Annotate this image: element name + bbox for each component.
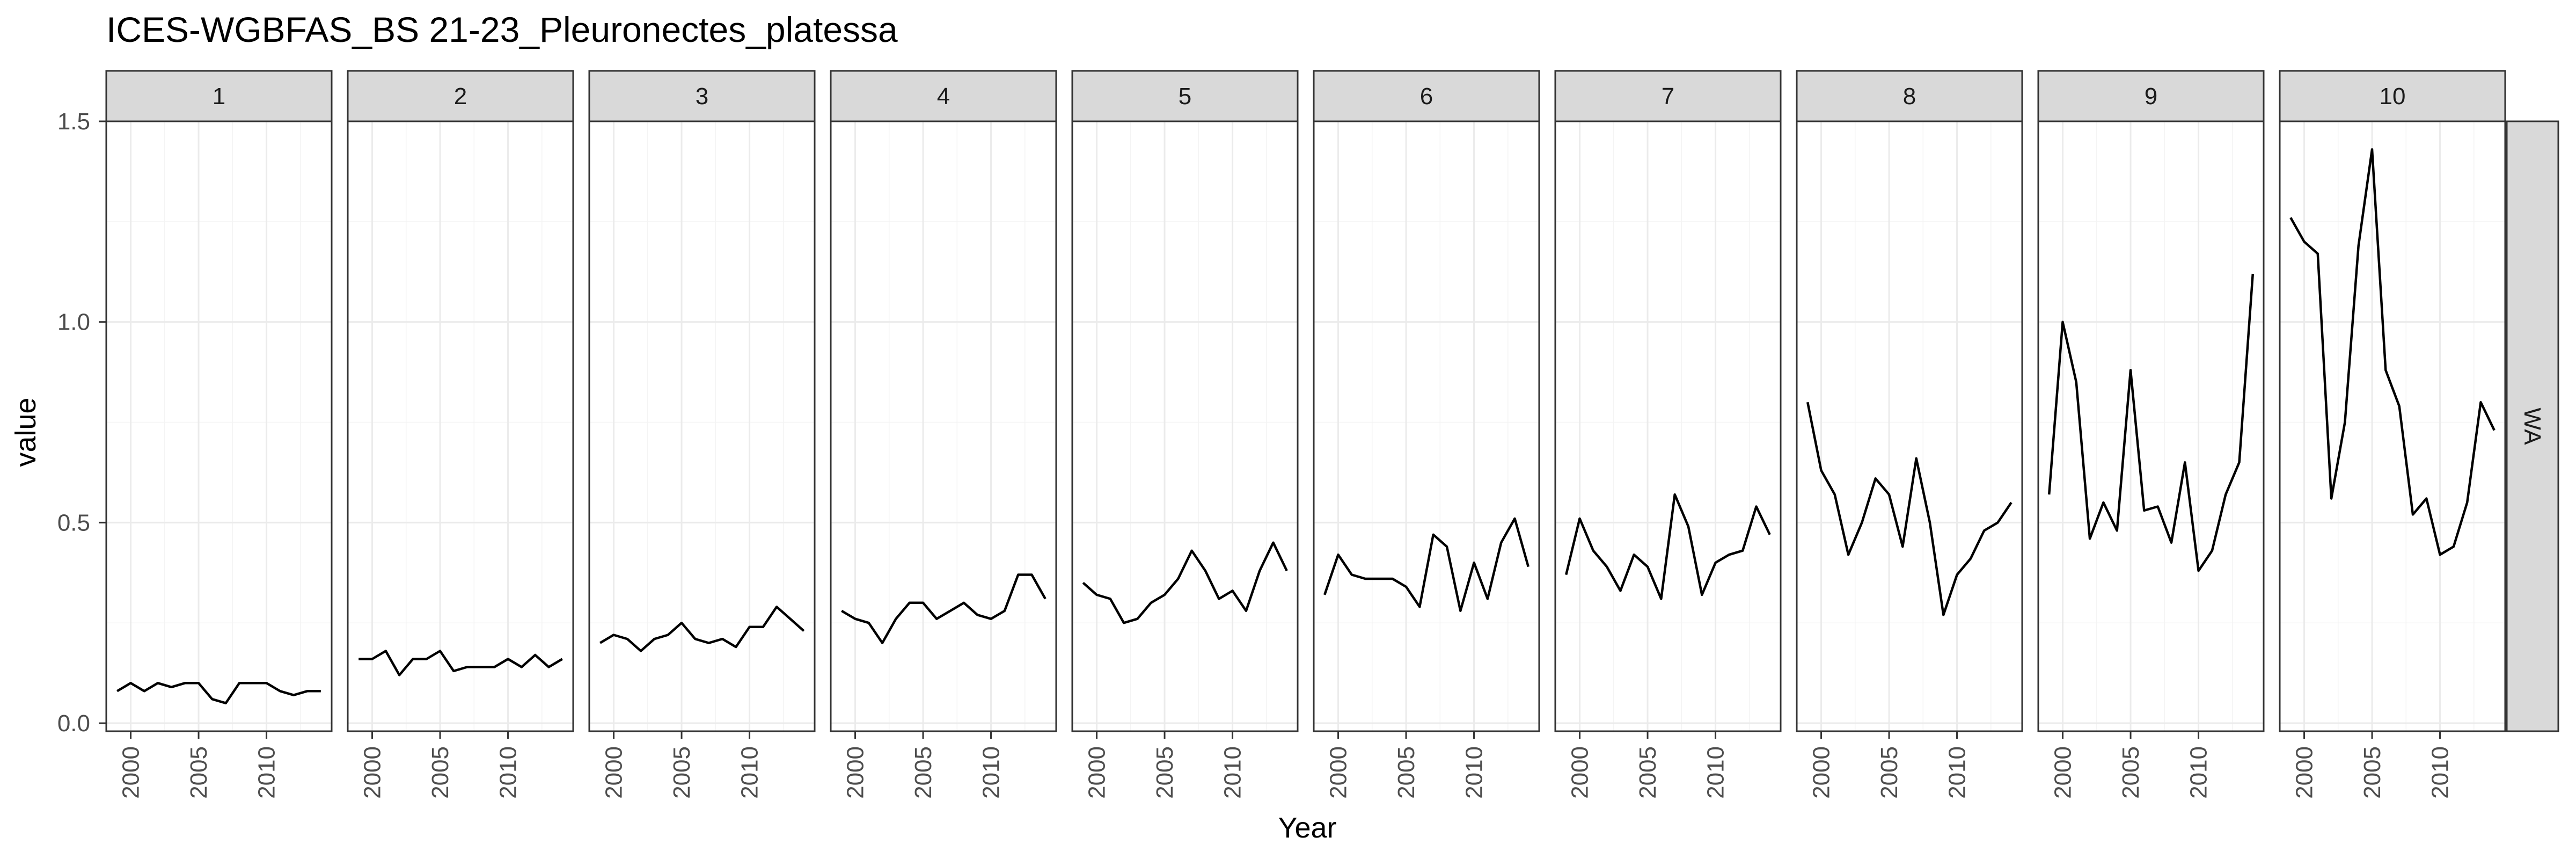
series-line [1323,517,1529,613]
y-tick-label: 0.0 [57,710,90,737]
facet-strip-label: 4 [937,83,950,110]
facet-strip-label: 7 [1662,83,1674,110]
x-tick-label: 2005 [910,746,936,799]
facet-strip [2037,70,2265,122]
facet-panel: 6 2000 2005 2010 [1313,70,1540,799]
x-tick-label: 2010 [978,746,1005,799]
panel-background [1555,121,1781,731]
facet-strip [1796,70,2023,122]
x-tick-label: 2005 [186,746,212,799]
x-tick-label: 2010 [254,746,280,799]
facet-strip [105,70,333,122]
facet-panel: 7 2000 2005 2010 [1554,70,1782,799]
facet-panel: 5 2000 2005 2010 [1071,70,1299,799]
y-tick-labels: 0.0 0.5 1.0 1.5 [57,108,106,737]
chart-title: ICES-WGBFAS_BS 21-23_Pleuronectes_plates… [106,10,898,49]
y-tick-label: 1.5 [57,108,90,135]
series-line [841,573,1046,644]
x-tick-label: 2000 [601,746,627,799]
x-axis-title: Year [1278,812,1336,844]
x-tick-label: 2000 [118,746,144,799]
panel-background [831,121,1056,731]
row-strip: WA [2506,120,2559,732]
x-tick-label: 2010 [2427,746,2454,799]
facet-strip-label: 8 [1903,83,1916,110]
x-tick-label: 2000 [360,746,386,799]
panel-background [589,121,815,731]
panel-background [106,121,332,731]
x-tick-label: 2005 [427,746,453,799]
x-tick-label: 2010 [1461,746,1488,799]
facet-strip-label: 1 [213,83,225,110]
facet-strip [1313,70,1540,122]
facet-panel: 8 2000 2005 2010 [1796,70,2023,799]
x-tick-label: 2005 [2359,746,2385,799]
facet-strip-label: 3 [696,83,708,110]
panel-background [348,121,573,731]
x-tick-label: 2010 [1220,746,1246,799]
x-tick-label: 2000 [2050,746,2076,799]
x-tick-label: 2010 [737,746,763,799]
x-tick-label: 2005 [1876,746,1902,799]
facet-panel: 3 2000 2005 2010 [588,70,816,799]
series-line [358,650,563,676]
facet-panel: 10 2000 2005 2010 [2279,70,2506,799]
x-tick-label: 2005 [669,746,695,799]
x-tick-label: 2000 [843,746,869,799]
row-strip-box [2506,120,2559,732]
x-tick-label: 2010 [1703,746,1729,799]
x-tick-label: 2000 [2292,746,2318,799]
facet-strip-label: 2 [454,83,467,110]
facet-panel: 1 2000 2005 2010 [105,70,333,799]
x-tick-label: 2000 [1567,746,1593,799]
x-tick-label: 2005 [1152,746,1178,799]
series-line [2289,148,2496,556]
series-line [1806,402,2012,616]
y-axis-title: value [10,397,42,467]
facet-strip [588,70,816,122]
panel-background [1797,121,2022,731]
facet-strip-label: 5 [1179,83,1191,110]
y-tick-label: 1.0 [57,309,90,336]
facet-strip-label: 6 [1420,83,1433,110]
row-strip-label: WA [2519,407,2545,445]
x-tick-label: 2010 [1944,746,1971,799]
facet-strip [347,70,574,122]
series-line [599,606,805,652]
series-line [116,682,321,704]
facet-strip [830,70,1057,122]
x-tick-label: 2005 [2118,746,2144,799]
facet-strip [2279,70,2506,122]
x-tick-label: 2000 [1809,746,1835,799]
y-tick-label: 0.5 [57,509,90,536]
series-line [1565,493,1771,600]
facet-panel: 4 2000 2005 2010 [830,70,1057,799]
x-tick-label: 2000 [1326,746,1352,799]
facet-strip-label: 10 [2380,83,2406,110]
series-line [1082,541,1288,624]
facet-strip [1071,70,1299,122]
x-tick-label: 2005 [1635,746,1661,799]
panel-background [1072,121,1298,731]
panel-background [1314,121,1539,731]
x-tick-label: 2005 [1393,746,1419,799]
x-tick-label: 2010 [2186,746,2212,799]
series-line [2047,273,2255,572]
x-tick-label: 2000 [1084,746,1110,799]
facet-strip-label: 9 [2145,83,2157,110]
facet-panel: 2 2000 2005 2010 [347,70,574,799]
facet-panel: 9 2000 2005 2010 [2037,70,2265,799]
facet-strip [1554,70,1782,122]
panel-background [2038,121,2264,731]
x-tick-label: 2010 [495,746,522,799]
panel-background [2280,121,2505,731]
